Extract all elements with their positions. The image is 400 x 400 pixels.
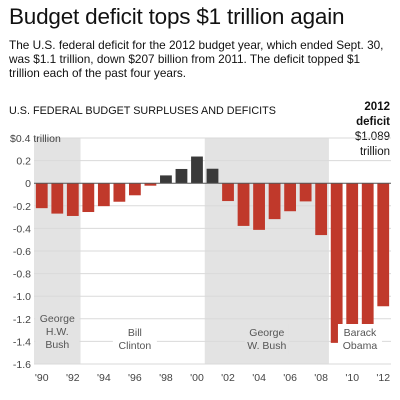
bar-1992 [66, 183, 79, 216]
bar-1998 [160, 175, 172, 184]
x-tick-label-5: '00 [190, 372, 204, 384]
y-tick-label-1: 0.2 [16, 156, 31, 168]
page-subtitle: The U.S. federal deficit for the 2012 bu… [9, 38, 384, 81]
x-tick-label-2: '94 [97, 372, 111, 384]
bar-2008 [315, 183, 328, 236]
deficit-callout: 2012 deficit $1.089 trillion [355, 100, 390, 160]
x-tick-label-0: '90 [35, 372, 49, 384]
bar-1991 [51, 183, 64, 214]
bar-2005 [268, 183, 281, 220]
presidency-label-3-1: Obama [343, 340, 378, 352]
callout-label: deficit [356, 116, 390, 128]
bar-1997 [144, 183, 157, 186]
presidency-label-1-1: Clinton [119, 340, 152, 352]
x-tick-label-8: '06 [283, 372, 297, 384]
y-tick-label-10: -1.6 [13, 359, 31, 371]
y-tick-label-9: -1.4 [13, 336, 31, 348]
presidency-label-2-1: W. Bush [247, 340, 286, 352]
y-tick-label-4: -0.4 [13, 223, 31, 235]
bar-2002 [222, 183, 234, 202]
callout-year: 2012 [364, 101, 390, 113]
x-tick-label-3: '96 [128, 372, 142, 384]
x-tick-label-7: '04 [252, 372, 266, 384]
presidency-label-2-0: George [249, 327, 284, 339]
y-tick-label-8: -1.2 [13, 314, 31, 326]
bar-1994 [97, 183, 110, 207]
presidency-label-bg-0 [35, 310, 80, 353]
bar-1990 [35, 183, 48, 209]
bar-2000 [191, 156, 203, 184]
y-tick-label-5: -0.6 [13, 246, 31, 258]
bar-2006 [284, 183, 297, 212]
presidency-label-0-2: Bush [45, 339, 69, 351]
presidency-label-0-1: H.W. [46, 326, 69, 338]
y-tick-label-2: 0 [25, 178, 31, 190]
page-title: Budget deficit tops $1 trillion again [9, 4, 345, 29]
x-tick-label-9: '08 [314, 372, 328, 384]
y-tick-label-7: -1.0 [13, 291, 31, 303]
bar-1999 [175, 168, 188, 184]
x-tick-label-6: '02 [221, 372, 235, 384]
bar-2011 [361, 183, 374, 330]
y-tick-label-3: -0.2 [13, 201, 31, 213]
presidency-label-bg-2 [244, 324, 289, 354]
callout-unit: trillion [359, 146, 390, 158]
bar-2007 [299, 183, 312, 202]
bar-2003 [237, 183, 250, 226]
presidency-label-3-0: Barack [344, 327, 377, 339]
x-tick-label-11: '12 [376, 372, 390, 384]
bar-2001 [206, 168, 219, 184]
bar-1995 [113, 183, 126, 202]
presidency-label-1-0: Bill [128, 327, 142, 339]
bar-1996 [128, 183, 141, 196]
x-tick-label-4: '98 [159, 372, 173, 384]
presidency-label-bg-1 [112, 324, 157, 354]
bar-2012 [377, 183, 390, 307]
bar-2009 [330, 183, 343, 343]
presidency-label-bg-3 [337, 324, 382, 354]
y-tick-label-0: $0.4 trillion [10, 133, 61, 145]
callout-amount: $1.089 [354, 131, 390, 143]
presidency-label-0-0: George [40, 313, 75, 325]
bar-1993 [82, 183, 95, 213]
chart-heading: U.S. FEDERAL BUDGET SURPLUSES AND DEFICI… [9, 105, 276, 117]
y-tick-label-6: -0.8 [13, 269, 31, 281]
x-tick-label-1: '92 [66, 372, 80, 384]
bar-2010 [346, 183, 359, 330]
x-tick-label-10: '10 [345, 372, 359, 384]
bar-2004 [253, 183, 265, 230]
